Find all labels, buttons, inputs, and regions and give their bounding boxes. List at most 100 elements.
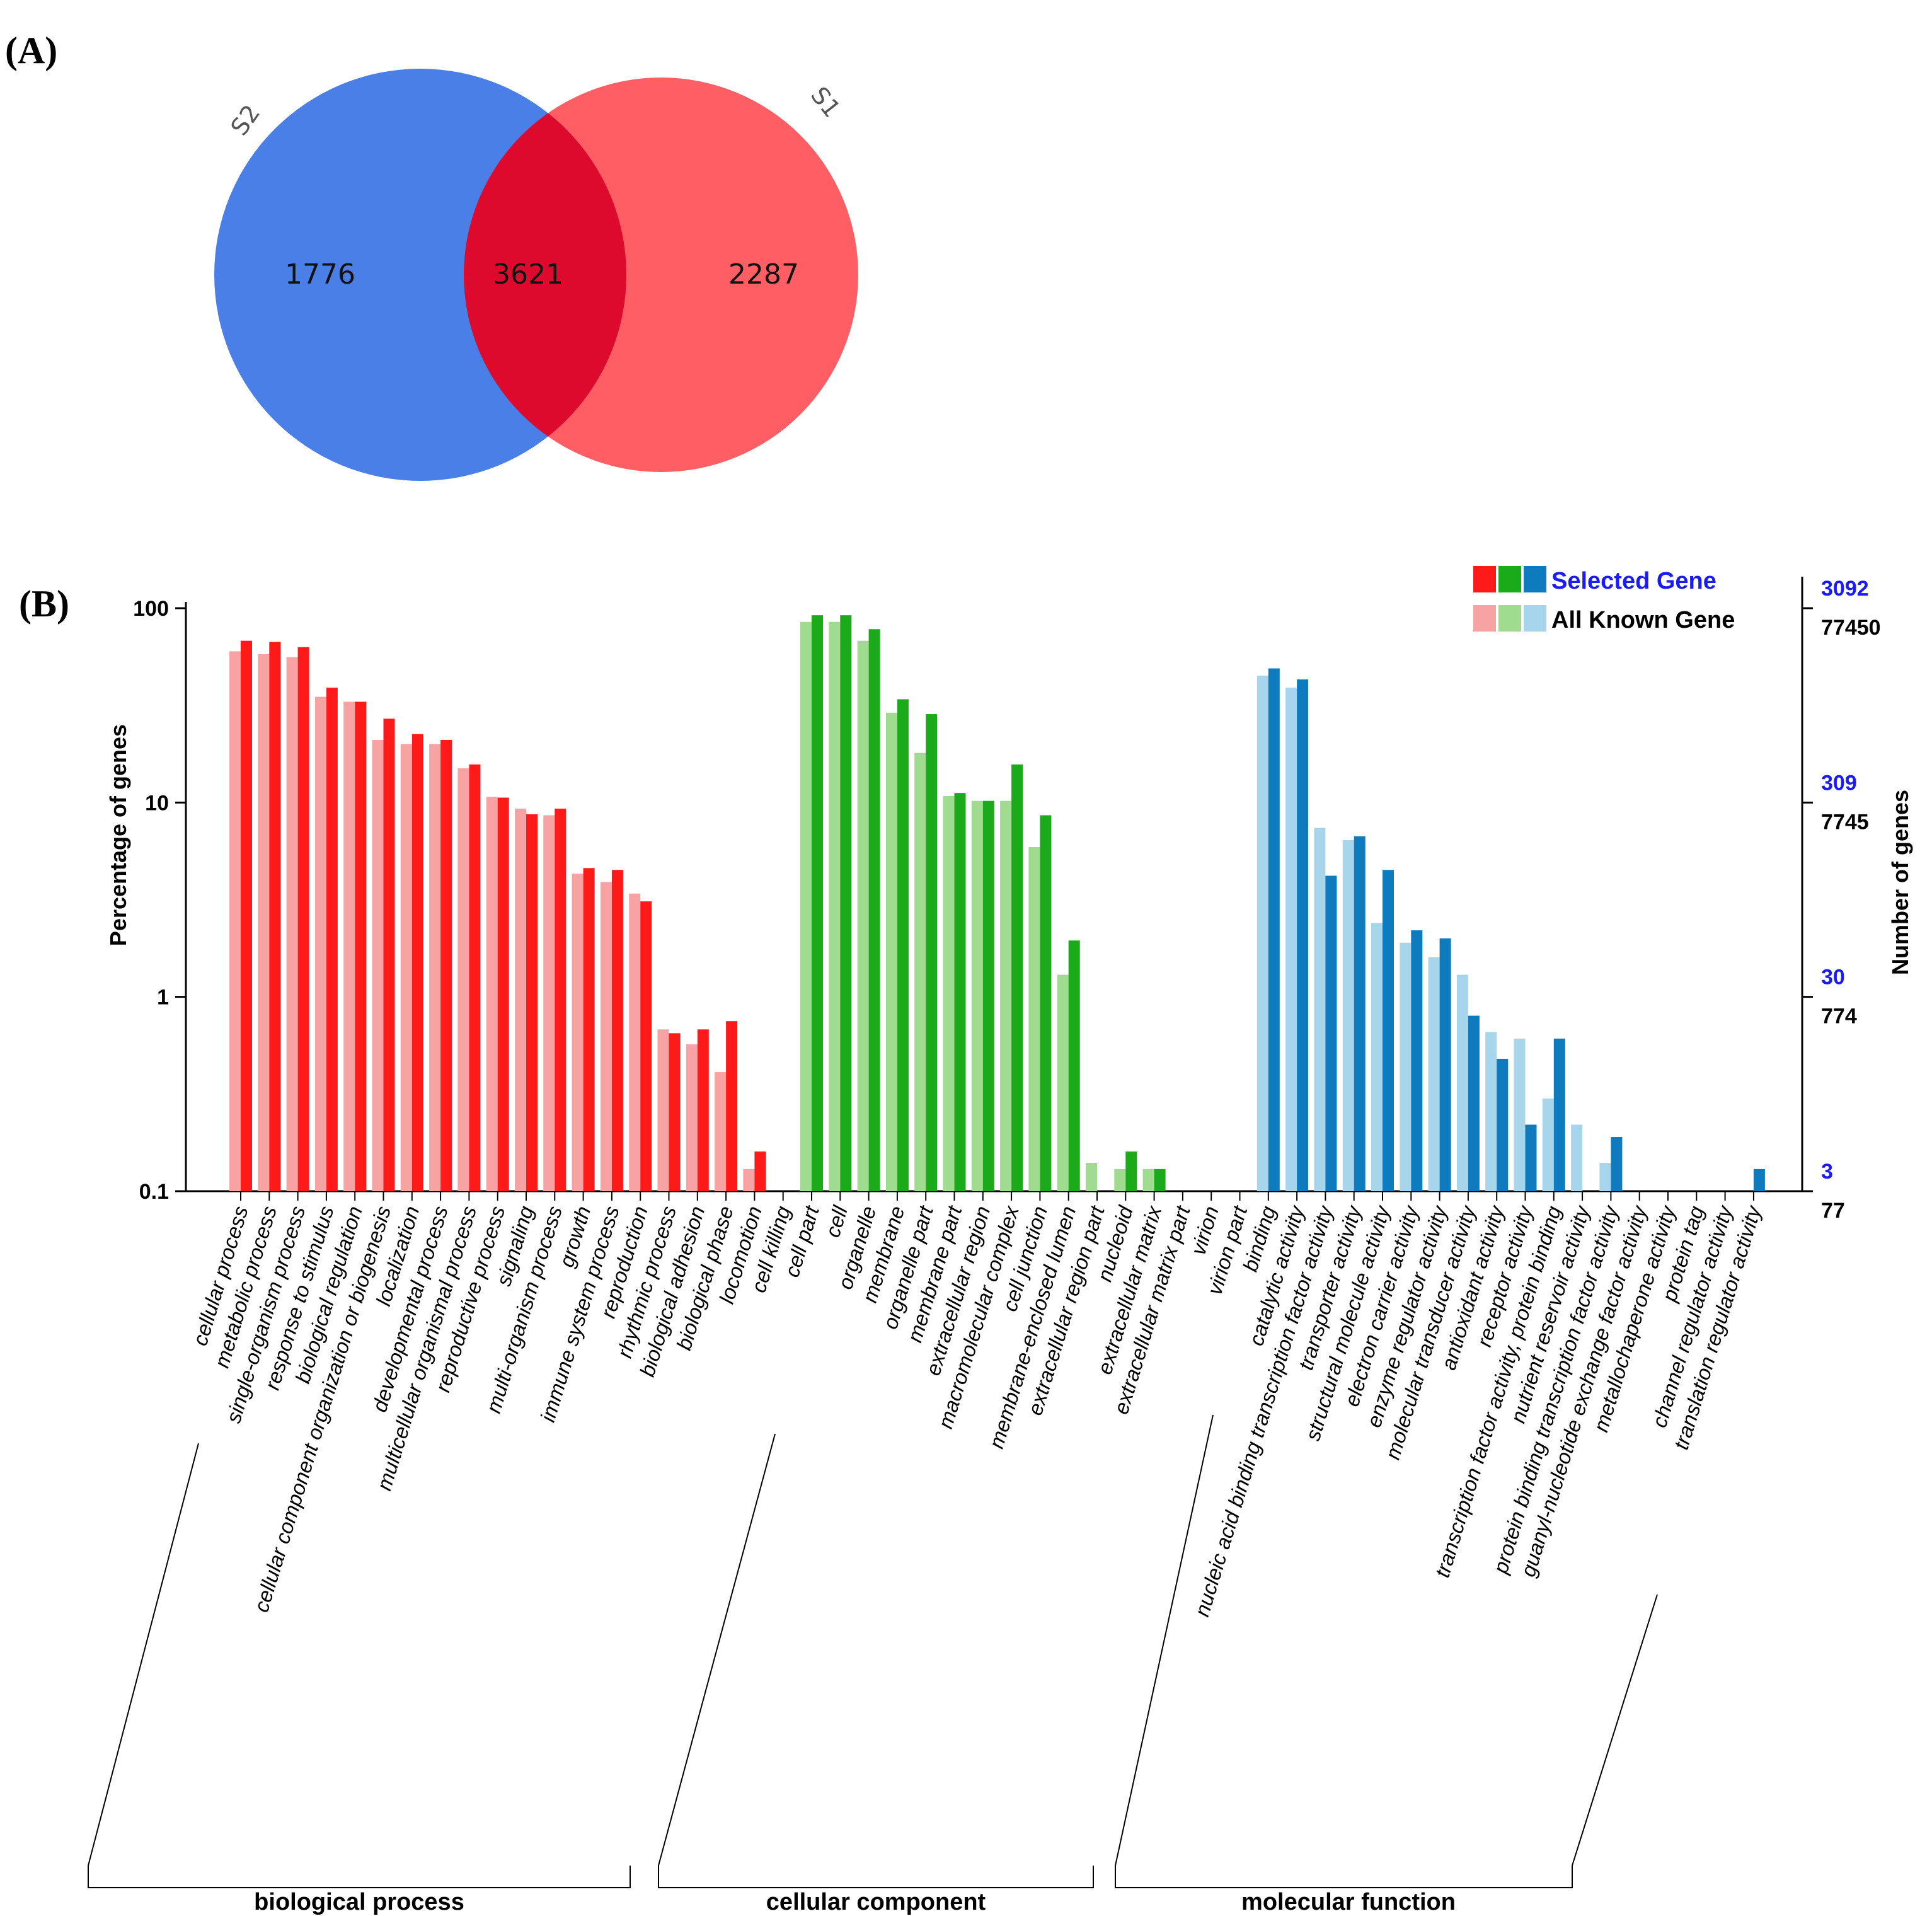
bar-selected <box>1068 940 1080 1191</box>
right-tick-label-all: 77450 <box>1821 616 1881 640</box>
bar-all-known <box>1114 1169 1126 1191</box>
bar-selected <box>497 797 509 1191</box>
bar-all-known <box>1485 1032 1497 1191</box>
bar-all-known <box>1285 688 1297 1191</box>
venn-s1-unique-count: 2287 <box>728 258 799 291</box>
panel-b-label: (B) <box>19 583 69 625</box>
bar-selected <box>726 1021 738 1191</box>
bar-selected <box>1525 1124 1537 1191</box>
legend-swatch-selected-mf <box>1524 566 1546 592</box>
bar-all-known <box>1142 1169 1154 1191</box>
bar-selected <box>1297 679 1309 1191</box>
bar-all-known <box>657 1029 669 1191</box>
bar-all-known <box>629 893 641 1191</box>
bar-all-known <box>515 809 526 1191</box>
legend-swatch-selected-cc <box>1498 566 1521 592</box>
bar-all-known <box>1256 675 1268 1191</box>
bar-selected <box>868 629 880 1191</box>
bar-all-known <box>1057 974 1069 1191</box>
bar-all-known <box>543 815 555 1191</box>
left-tick-label: 1 <box>157 986 169 1010</box>
group-brackets <box>88 1414 1658 1888</box>
bar-all-known <box>286 657 298 1191</box>
bar-selected <box>326 688 338 1191</box>
bar-selected <box>469 764 481 1191</box>
venn-s2-unique-count: 1776 <box>285 258 355 291</box>
bar-selected <box>241 640 252 1191</box>
bar-all-known <box>715 1072 727 1191</box>
bar-selected <box>383 718 395 1191</box>
bar-selected <box>1383 870 1394 1191</box>
bar-selected <box>640 901 652 1191</box>
bar-all-known <box>1599 1162 1611 1191</box>
venn-s2-label: S2 <box>225 100 265 141</box>
group-label-cellular-component: cellular component <box>766 1889 986 1915</box>
bar-selected <box>1125 1151 1137 1191</box>
bar-all-known <box>314 696 326 1191</box>
bar-all-known <box>1086 1162 1097 1191</box>
bar-all-known <box>857 640 869 1191</box>
left-tick-label: 10 <box>145 791 169 815</box>
bar-selected <box>1040 815 1052 1191</box>
bar-selected <box>1325 875 1337 1191</box>
bar-all-known <box>1028 846 1040 1191</box>
bar-all-known <box>1000 800 1012 1191</box>
right-axis-ticks: 3092 77450 309 7745 30 774 3 77 <box>1802 577 1881 1223</box>
venn-s1-label: S1 <box>805 81 846 122</box>
bar-selected <box>1611 1137 1623 1191</box>
bar-selected <box>440 739 452 1191</box>
bar-selected <box>697 1029 709 1191</box>
go-chart: 100 10 1 0.1 3092 77450 309 7745 30 774 3 77 cellu… <box>88 566 1913 1915</box>
bar-all-known <box>686 1044 698 1191</box>
venn-overlap-count: 3621 <box>493 258 563 291</box>
bar-selected <box>1468 1015 1480 1191</box>
bar-selected <box>754 1151 766 1191</box>
bar-selected <box>897 699 909 1191</box>
right-tick-label-all: 77 <box>1821 1199 1845 1223</box>
right-tick-label-selected: 30 <box>1821 966 1845 990</box>
bar-selected <box>840 615 852 1191</box>
legend-swatch-selected-bp <box>1473 566 1496 592</box>
left-axis-ticks: 100 10 1 0.1 <box>133 597 186 1204</box>
legend-swatch-all-bp <box>1473 605 1496 632</box>
bar-selected <box>526 814 538 1191</box>
bar-selected <box>982 800 994 1191</box>
legend: Selected Gene All Known Gene <box>1473 566 1735 633</box>
y2-axis-title: Number of genes <box>1887 790 1913 975</box>
right-tick-label-selected: 309 <box>1821 771 1857 795</box>
bar-all-known <box>1542 1098 1554 1191</box>
legend-all-label: All Known Gene <box>1551 607 1735 633</box>
bar-all-known <box>1400 942 1412 1191</box>
bar-selected <box>926 714 938 1191</box>
bar-selected <box>297 647 309 1191</box>
bar-all-known <box>971 800 983 1191</box>
category-label: cell <box>820 1203 852 1240</box>
bracket-molecular-function <box>1115 1414 1658 1888</box>
right-tick-label-all: 774 <box>1821 1005 1857 1029</box>
bar-all-known <box>1456 974 1468 1191</box>
bar-selected <box>555 809 566 1191</box>
bracket-biological-process <box>88 1443 631 1888</box>
left-tick-label: 100 <box>133 597 169 621</box>
bar-all-known <box>457 768 469 1191</box>
bar-all-known <box>400 744 412 1191</box>
bar-selected <box>1753 1169 1765 1191</box>
bar-all-known <box>1314 828 1326 1191</box>
right-tick-label-selected: 3092 <box>1821 577 1869 601</box>
bar-all-known <box>258 654 270 1191</box>
bar-all-known <box>600 882 612 1191</box>
bar-all-known <box>572 874 584 1191</box>
bar-selected <box>954 793 966 1191</box>
left-tick-label: 0.1 <box>139 1180 169 1204</box>
venn-diagram: 1776 3621 2287 S2 S1 <box>214 69 858 481</box>
bracket-cellular-component <box>658 1433 1094 1888</box>
group-label-biological-process: biological process <box>254 1889 464 1915</box>
right-tick-label-selected: 3 <box>1821 1160 1833 1184</box>
bar-all-known <box>486 797 498 1191</box>
bar-selected <box>1553 1038 1565 1191</box>
bar-all-known <box>1514 1038 1526 1191</box>
bar-selected <box>669 1033 681 1191</box>
bar-all-known <box>943 796 955 1191</box>
bar-all-known <box>1428 957 1440 1191</box>
